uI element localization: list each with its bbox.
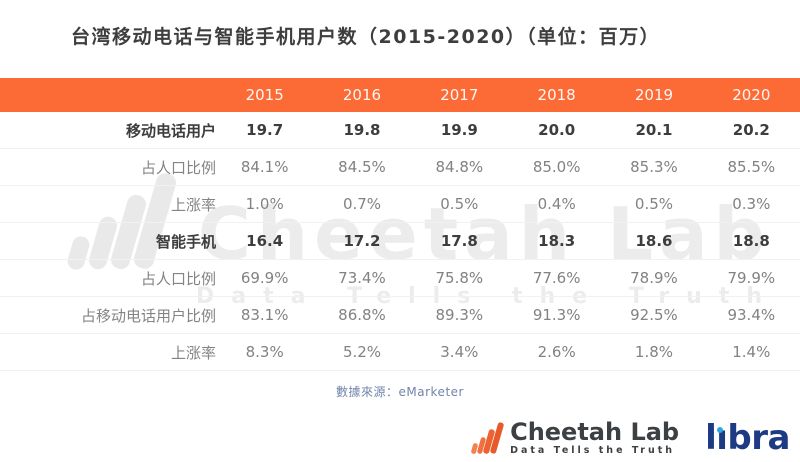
table-cell: 84.5% xyxy=(338,158,386,176)
table-cell: 73.4% xyxy=(338,269,386,287)
year-header: 2018 xyxy=(537,86,576,104)
table-cell: 0.3% xyxy=(732,195,771,213)
data-table: 2015 2016 2017 2018 2019 2020 移动电话用户 19.7 19.8 1… xyxy=(0,78,800,371)
table-cell: 1.8% xyxy=(634,343,674,361)
cheetah-lab-tagline: Data Tells the Truth xyxy=(510,445,676,456)
table-cell: 84.8% xyxy=(435,158,484,176)
table-cell: 3.4% xyxy=(440,343,479,361)
table-row: 上涨率 8.3% 5.2% 3.4% 2.6% 1.8% 1.4% xyxy=(0,334,800,371)
table-body: 移动电话用户 19.7 19.8 19.9 20.0 20.1 20.2 占人口比例 84.1%… xyxy=(0,112,800,371)
table-cell: 83.1% xyxy=(240,306,289,324)
table-cell: 77.6% xyxy=(532,269,581,287)
table-cell: 18.3 xyxy=(538,232,576,250)
table-cell: 85.0% xyxy=(532,158,581,176)
cheetah-bars-icon xyxy=(470,421,505,455)
table-cell: 17.8 xyxy=(440,232,478,250)
table-cell: 85.3% xyxy=(630,158,678,176)
table-row: 占人口比例 69.9% 73.4% 75.8% 77.6% 78.9% 79.9% xyxy=(0,260,800,297)
row-label: 上涨率 xyxy=(170,343,216,362)
table-cell: 89.3% xyxy=(435,306,484,324)
table-cell: 1.4% xyxy=(732,343,771,361)
table-cell: 91.3% xyxy=(532,306,581,324)
row-label: 智能手机 xyxy=(155,232,216,251)
libra-logo: lı bra xyxy=(705,417,790,458)
table-cell: 18.8 xyxy=(732,232,770,250)
year-header: 2016 xyxy=(342,86,382,104)
data-source-note: 數據來源：eMarketer xyxy=(336,385,464,399)
table-cell: 2.6% xyxy=(537,343,576,361)
row-label: 上涨率 xyxy=(170,195,216,214)
year-header: 2020 xyxy=(732,86,771,104)
table-row: 占人口比例 84.1% 84.5% 84.8% 85.0% 85.3% 85.5% xyxy=(0,149,800,186)
row-label: 占人口比例 xyxy=(140,269,216,288)
table-cell: 93.4% xyxy=(727,306,776,324)
table-header-row: 2015 2016 2017 2018 2019 2020 xyxy=(0,78,800,112)
table-row: 智能手机 16.4 17.2 17.8 18.3 18.6 18.8 xyxy=(0,223,800,260)
table-cell: 69.9% xyxy=(240,269,289,287)
table-cell: 20.2 xyxy=(732,121,770,139)
table-cell: 0.5% xyxy=(440,195,479,213)
row-label: 占人口比例 xyxy=(140,158,216,177)
table-cell: 79.9% xyxy=(727,269,776,287)
table-cell: 16.4 xyxy=(246,232,284,250)
table-row: 上涨率 1.0% 0.7% 0.5% 0.4% 0.5% 0.3% xyxy=(0,186,800,223)
page-title: 台湾移动电话与智能手机用户数（2015-2020）（单位：百万） xyxy=(71,26,661,48)
table-row: 移动电话用户 19.7 19.8 19.9 20.0 20.1 20.2 xyxy=(0,112,800,149)
table-cell: 18.6 xyxy=(635,232,673,250)
table-cell: 5.2% xyxy=(342,343,382,361)
table-cell: 19.7 xyxy=(246,121,284,139)
table-cell: 0.7% xyxy=(342,195,382,213)
table-cell: 19.9 xyxy=(440,121,478,139)
cheetah-lab-name: Cheetah Lab xyxy=(510,417,680,446)
footer-logos: Cheetah Lab Data Tells the Truth lı bra xyxy=(470,417,790,458)
year-header: 2017 xyxy=(440,86,479,104)
cheetah-lab-logo: Cheetah Lab Data Tells the Truth xyxy=(470,417,680,456)
table-cell: 1.0% xyxy=(245,195,284,213)
table-cell: 92.5% xyxy=(630,306,678,324)
table-cell: 85.5% xyxy=(727,158,776,176)
libra-i-dot xyxy=(717,426,724,433)
year-header: 2015 xyxy=(245,86,284,104)
table-cell: 0.5% xyxy=(634,195,674,213)
row-label: 占移动电话用户比例 xyxy=(80,306,216,325)
row-label: 移动电话用户 xyxy=(125,121,216,140)
year-header: 2019 xyxy=(634,86,674,104)
table-row: 占移动电话用户比例 83.1% 86.8% 89.3% 91.3% 92.5% 93.4% xyxy=(0,297,800,334)
table-cell: 19.8 xyxy=(343,121,381,139)
table-cell: 84.1% xyxy=(240,158,289,176)
table-cell: 86.8% xyxy=(338,306,386,324)
table-cell: 20.1 xyxy=(635,121,673,139)
table-cell: 20.0 xyxy=(538,121,576,139)
table-cell: 8.3% xyxy=(245,343,284,361)
table-cell: 75.8% xyxy=(435,269,484,287)
table-cell: 17.2 xyxy=(343,232,381,250)
table-cell: 0.4% xyxy=(537,195,576,213)
table-cell: 78.9% xyxy=(630,269,678,287)
